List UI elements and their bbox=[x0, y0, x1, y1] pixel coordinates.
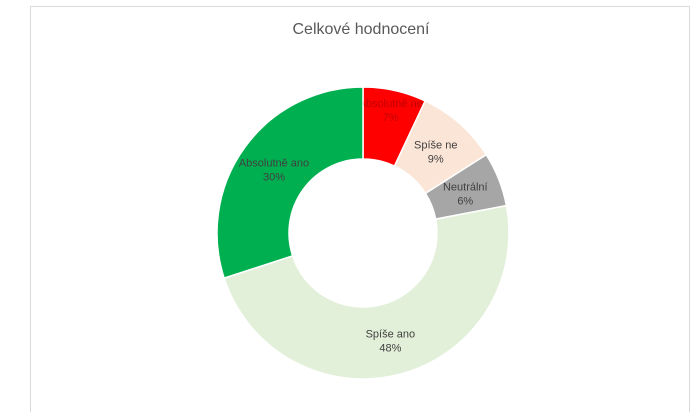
slice-value-0: 7% bbox=[383, 112, 399, 124]
slice-value-1: 9% bbox=[428, 153, 444, 165]
slice-value-4: 30% bbox=[263, 171, 285, 183]
donut-chart: Absolutně ne 7% Spíše ne 9% Neutrální 6% Spíše… bbox=[31, 7, 691, 413]
slice-category-3: Spíše ano bbox=[366, 329, 416, 341]
chart-area: Celkové hodnocení Absolutně ne 7% Spíše ne… bbox=[30, 6, 690, 412]
slice-category-2: Neutrální bbox=[443, 182, 488, 194]
slice-category-1: Spíše ne bbox=[414, 139, 457, 151]
slice-category-0: Absolutně ne bbox=[359, 98, 423, 110]
donut-slice-4 bbox=[217, 87, 363, 278]
slice-value-2: 6% bbox=[457, 196, 473, 208]
slice-category-4: Absolutně ano bbox=[239, 157, 309, 169]
slice-value-3: 48% bbox=[379, 343, 401, 355]
